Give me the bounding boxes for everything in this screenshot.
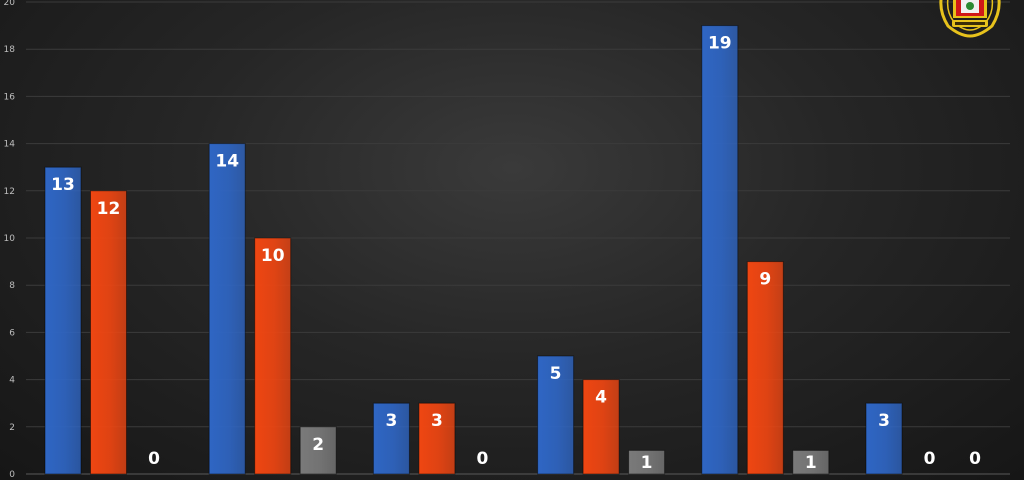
bar: [628, 449, 666, 475]
bar: [865, 402, 903, 475]
bar: [90, 190, 127, 475]
y-tick-label: 18: [4, 45, 16, 55]
bar: [746, 261, 784, 475]
bar: [582, 379, 620, 475]
y-tick-label: 8: [9, 281, 15, 291]
y-tick-label: 0: [9, 470, 15, 480]
bar: [372, 402, 410, 475]
data-label: 1: [805, 453, 817, 473]
data-label: 10: [261, 246, 285, 266]
data-label: 2: [312, 435, 324, 455]
data-label: 0: [148, 449, 160, 469]
bar: [44, 166, 82, 475]
bar: [701, 25, 739, 475]
data-label: 19: [708, 34, 732, 54]
y-tick-label: 10: [4, 234, 16, 244]
data-label: 0: [969, 449, 981, 469]
y-tick-label: 4: [9, 376, 15, 386]
y-tick-label: 16: [4, 92, 16, 102]
bar: [792, 449, 830, 475]
bar: [299, 426, 337, 475]
data-label: 12: [97, 199, 121, 219]
bar: [418, 402, 456, 475]
y-tick-label: 2: [9, 423, 15, 433]
data-label: 9: [759, 270, 771, 290]
data-label: 14: [215, 152, 239, 172]
data-label: 13: [51, 175, 75, 195]
crest-logo-icon: [939, 0, 1001, 38]
data-label: 0: [924, 449, 936, 469]
y-tick-label: 6: [9, 328, 15, 338]
data-label: 3: [385, 411, 397, 431]
bar: [254, 237, 292, 475]
bar: [537, 355, 575, 475]
data-label: 0: [476, 449, 488, 469]
data-label: 1: [641, 453, 653, 473]
data-label: 4: [595, 388, 607, 408]
bar: [208, 143, 246, 475]
y-tick-label: 14: [4, 140, 16, 150]
data-label: 3: [878, 411, 890, 431]
y-tick-label: 20: [4, 0, 16, 8]
data-label: 5: [550, 364, 562, 384]
data-label: 3: [431, 411, 443, 431]
y-tick-label: 12: [4, 187, 15, 197]
